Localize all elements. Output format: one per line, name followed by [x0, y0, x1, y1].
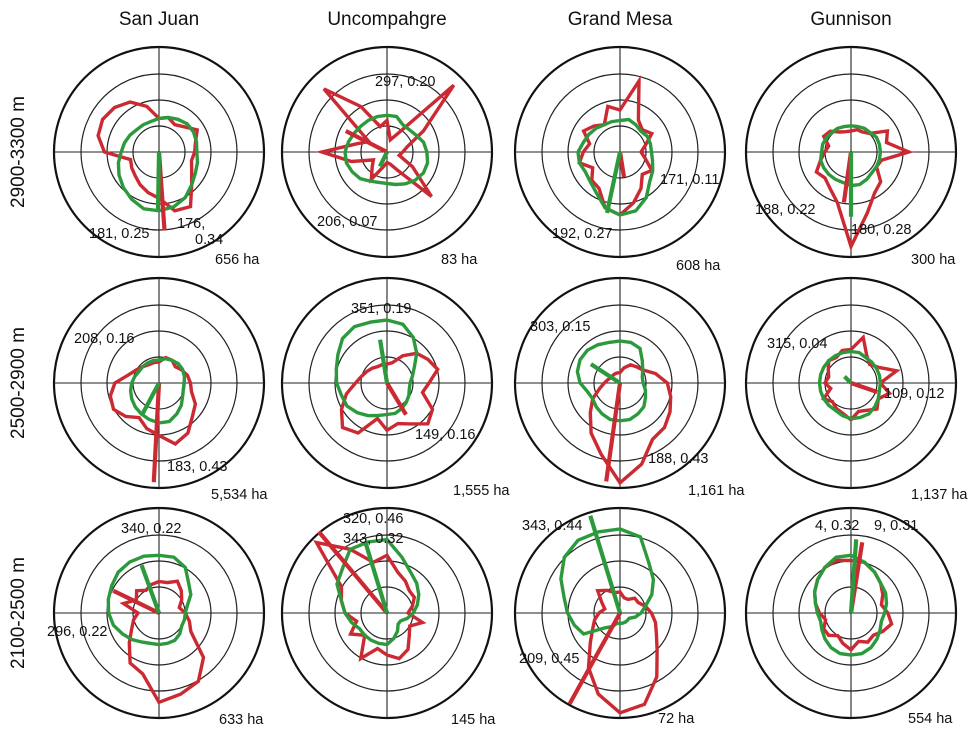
column-title-grand-mesa: Grand Mesa: [568, 9, 673, 30]
vector-annotation: 183, 0.43: [167, 459, 227, 475]
polar-panel: 351, 0.19 149, 0.16 1,555 ha: [280, 276, 510, 499]
vector-annotation: 296, 0.22: [47, 624, 107, 640]
area-label: 5,534 ha: [211, 487, 268, 503]
mean-vector: [848, 539, 859, 614]
vector-annotation: 340, 0.22: [121, 521, 181, 537]
vector-annotation: 188, 0.22: [755, 202, 815, 218]
mean-vector: [378, 151, 389, 168]
vector-annotation: 171, 0.11: [660, 172, 719, 188]
mean-vector: [139, 564, 161, 614]
rose-outline-green: [335, 537, 421, 647]
rose-outline-green: [575, 339, 648, 423]
polar-panel: 320, 0.46 343, 0.32 145 ha: [280, 506, 496, 728]
mean-vector: [567, 611, 622, 705]
mean-vector: [604, 382, 623, 482]
mean-vector: [843, 375, 853, 385]
area-label: 1,555 ha: [453, 483, 510, 499]
vector-annotation: 149, 0.16: [415, 427, 475, 443]
vector-annotation: 192, 0.27: [552, 226, 612, 242]
vector-annotation: 315, 0.04: [767, 336, 827, 352]
vector-annotation: 208, 0.16: [74, 331, 134, 347]
row-labels: 2900-3300 m 2500-2900 m 2100-2500 m: [8, 96, 29, 669]
row-label-2900-3300: 2900-3300 m: [8, 96, 29, 208]
area-label: 72 ha: [658, 711, 695, 727]
vector-annotation: 180, 0.28: [851, 222, 911, 238]
area-label: 1,137 ha: [911, 487, 968, 503]
mean-vector: [850, 381, 878, 394]
column-title-uncompahgre: Uncompahgre: [327, 9, 446, 30]
rose-outline-green: [817, 349, 883, 421]
rose-outline-green: [559, 527, 656, 636]
vector-annotation: 206, 0.07: [317, 214, 377, 230]
vector-annotation: 303, 0.15: [530, 319, 590, 335]
vector-annotation: 188, 0.43: [648, 451, 708, 467]
mean-vector: [317, 530, 389, 615]
vector-annotation: 0.34: [195, 232, 223, 248]
area-label: 608 ha: [676, 258, 721, 274]
area-label: 145 ha: [451, 712, 496, 728]
area-label: 1,161 ha: [688, 483, 745, 499]
polar-panel: 315, 0.04 109, 0.12 1,137 ha: [744, 276, 968, 503]
area-label: 633 ha: [219, 712, 264, 728]
rose-outline-red: [313, 540, 427, 662]
polar-panel: 4, 0.32 9, 0.31 554 ha: [744, 506, 958, 727]
polar-panel: 303, 0.15 188, 0.43 1,161 ha: [513, 276, 745, 499]
rose-outline-red: [814, 127, 914, 252]
rose-outline-green: [106, 553, 193, 647]
vector-annotation: 109, 0.12: [884, 386, 944, 402]
vector-annotation: 181, 0.25: [89, 226, 149, 242]
vector-annotation: 343, 0.44: [522, 518, 582, 534]
area-label: 300 ha: [911, 252, 956, 268]
vector-annotation: 209, 0.45: [519, 651, 579, 667]
polar-panel: 171, 0.11 192, 0.27 608 ha: [513, 45, 727, 274]
rose-outline-green: [116, 115, 200, 213]
mean-vector: [344, 129, 388, 154]
area-label: 656 ha: [215, 252, 260, 268]
vector-annotation: 297, 0.20: [375, 74, 435, 90]
polar-panel: 208, 0.16 183, 0.43 5,534 ha: [52, 276, 268, 503]
column-title-san-juan: San Juan: [119, 9, 199, 30]
row-label-2500-2900: 2500-2900 m: [8, 327, 29, 439]
rose-outline-red: [315, 83, 456, 198]
mean-vector: [589, 362, 622, 385]
vector-annotation: 4, 0.32: [815, 518, 859, 534]
vector-annotation: 343, 0.32: [343, 531, 403, 547]
mean-vector: [155, 151, 162, 210]
polar-panel: 181, 0.25 176,0.34 656 ha: [52, 45, 266, 268]
rose-outline-red: [586, 588, 659, 715]
vector-annotation: 351, 0.19: [351, 301, 411, 317]
mean-vector: [151, 382, 162, 483]
mean-vector: [385, 381, 408, 416]
rose-outline-green: [812, 553, 889, 657]
vector-annotation: 320, 0.46: [343, 511, 403, 527]
mean-vector: [112, 588, 160, 615]
mean-vector: [363, 541, 390, 614]
polar-panel: 340, 0.22 296, 0.22 633 ha: [47, 506, 266, 728]
mean-vector: [139, 382, 161, 417]
polar-panel: 297, 0.20 206, 0.07 83 ha: [280, 45, 494, 268]
row-label-2100-2500: 2100-2500 m: [8, 557, 29, 669]
mean-vector: [378, 339, 390, 384]
mean-vector: [604, 151, 623, 214]
vector-annotation: 9, 0.31: [874, 518, 918, 534]
mean-vector: [588, 515, 623, 614]
polar-panel: 343, 0.44 209, 0.45 72 ha: [513, 506, 727, 727]
rose-outline-red: [339, 351, 440, 435]
vector-annotation: 176,: [177, 216, 205, 232]
rose-outline-green: [576, 117, 655, 217]
area-label: 83 ha: [441, 252, 478, 268]
area-label: 554 ha: [908, 711, 953, 727]
column-title-gunnison: Gunnison: [810, 9, 891, 30]
rose-outline-green: [334, 318, 419, 418]
column-titles: San Juan Uncompahgre Grand Mesa Gunnison: [119, 9, 892, 30]
panel-grid: 181, 0.25 176,0.34 656 ha 297, 0.20 206, 0.0…: [47, 45, 968, 728]
rose-outline-red: [96, 100, 200, 213]
